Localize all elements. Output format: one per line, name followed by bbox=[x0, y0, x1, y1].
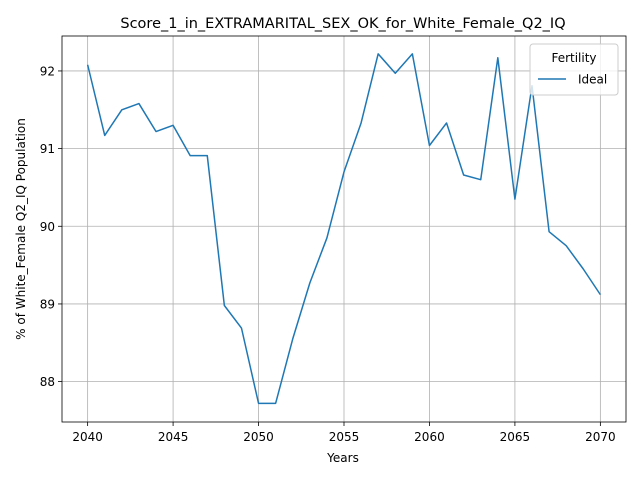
x-tick-label: 2060 bbox=[414, 430, 445, 444]
y-tick-label: 89 bbox=[40, 297, 55, 311]
x-tick-label: 2065 bbox=[500, 430, 531, 444]
legend-title: Fertility bbox=[551, 51, 596, 65]
x-tick-label: 2050 bbox=[243, 430, 274, 444]
legend: Fertility Ideal bbox=[529, 43, 619, 96]
y-axis-label: % of White_Female Q2_IQ Population bbox=[14, 118, 28, 340]
legend-entry-label: Ideal bbox=[578, 73, 607, 87]
x-tick-label: 2070 bbox=[585, 430, 616, 444]
x-tick-label: 2045 bbox=[158, 430, 189, 444]
y-tick-label: 88 bbox=[40, 375, 55, 389]
chart-title: Score_1_in_EXTRAMARITAL_SEX_OK_for_White… bbox=[120, 16, 565, 32]
legend-box bbox=[529, 43, 619, 96]
x-axis-label: Years bbox=[326, 451, 359, 465]
y-tick-label: 92 bbox=[40, 64, 55, 78]
x-tick-label: 2055 bbox=[329, 430, 360, 444]
axes: 2040 2045 2050 2055 2060 2065 2070 88 89 90 91 92 bbox=[40, 35, 627, 444]
y-tick-label: 90 bbox=[40, 220, 55, 234]
grid bbox=[62, 36, 626, 422]
series-layer bbox=[86, 53, 601, 405]
series-line bbox=[86, 53, 601, 405]
x-tick-label: 2040 bbox=[72, 430, 103, 444]
y-tick-label: 91 bbox=[40, 142, 55, 156]
